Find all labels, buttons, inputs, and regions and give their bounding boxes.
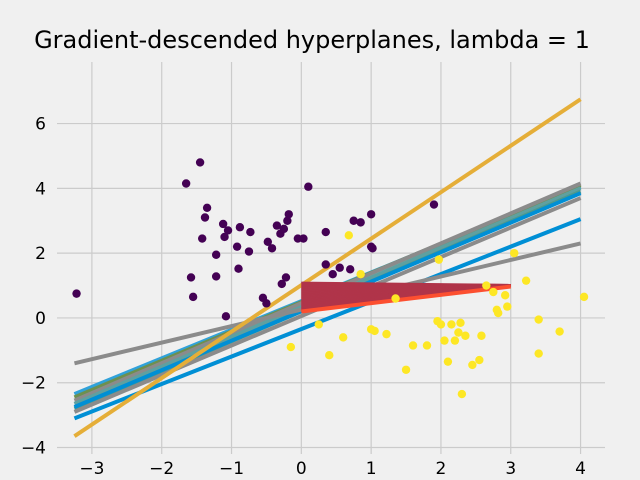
scatter-point [429,200,439,209]
scatter-point [422,341,432,350]
scatter-point [246,227,255,237]
scatter-point [401,365,411,374]
scatter-point [321,227,330,237]
scatter-point [244,247,254,256]
scatter-point [461,331,470,340]
scatter-point [555,327,564,336]
scatter-point [489,287,498,297]
scatter-point [181,179,191,188]
scatter-point [267,244,277,253]
scatter-point [299,234,308,243]
x-tick-label: 4 [575,459,586,479]
x-tick-label: 2 [436,459,447,479]
scatter-point [454,328,463,337]
scatter-point [443,357,453,366]
scatter-point [447,320,456,329]
y-axis-ticks: −4 −2 0 2 4 6 [21,115,46,459]
scatter-point [477,331,486,340]
scatter-point [345,265,355,274]
scatter-point [440,336,449,345]
scatter-point [356,218,365,227]
chart-title: Gradient-descended hyperplanes, lambda =… [34,26,590,54]
scatter-point [262,299,271,308]
scatter-point [382,329,391,339]
scatter-point [510,248,519,258]
scatter-point [223,226,233,235]
scatter-point [195,158,205,167]
scatter-point [457,389,467,399]
scatter-point [188,292,198,302]
scatter-point [283,216,292,225]
scatter-point [335,263,344,272]
scatter-point [281,273,291,282]
scatter-point [391,294,400,303]
x-tick-label: 1 [366,459,377,479]
scatter-point [277,279,286,289]
scatter-point [198,234,207,243]
hyperplane-bundle [301,281,511,314]
scatter-point [482,281,491,290]
scatter-point [339,333,348,342]
scatter-point [325,350,334,360]
scatter-point [314,320,323,329]
scatter-point [279,224,289,234]
scatter-point [263,237,273,247]
scatter-point [493,308,503,318]
x-tick-label: 3 [505,459,516,479]
scatter-point [356,269,365,279]
scatter-point [304,182,313,191]
scatter-point [349,216,358,225]
scatter-point [72,289,81,298]
scatter-point [344,231,354,240]
scatter-point [186,273,196,282]
y-tick-label: 0 [35,309,46,329]
scatter-point [468,360,477,370]
scatter-point [211,250,221,259]
scatter-point [218,219,228,229]
scatter-point [475,355,484,365]
scatter-point [368,244,377,253]
scatter-point [434,255,444,264]
scatter-point [500,291,510,300]
scatter-point [211,272,221,281]
y-tick-label: −4 [21,439,46,459]
x-tick-label: 0 [296,459,307,479]
scatter-point [456,318,465,327]
y-tick-label: 4 [35,179,46,199]
scatter-point [221,312,231,321]
x-tick-label: −2 [149,459,174,479]
scatter-point [370,326,379,336]
scatter-point [366,210,376,219]
scatter-point [234,264,243,273]
final-hyperplane-line [301,284,511,314]
x-tick-label: −1 [219,459,244,479]
scatter-point [232,242,242,251]
scatter-points [72,158,589,399]
scatter-point [235,223,245,232]
scatter-point [202,203,212,212]
scatter-point [534,349,543,358]
scatter-point [534,315,543,324]
scatter-point [286,342,296,352]
scatter-point [321,260,330,269]
x-tick-label: −3 [79,459,104,479]
scatter-point [272,221,282,230]
scatter-point [284,210,293,219]
scatter-point [450,336,460,345]
x-axis-ticks: −3 −2 −1 0 1 2 3 4 [79,459,586,479]
scatter-point [220,232,229,242]
hyperplane-line [73,217,582,421]
y-tick-label: 2 [35,244,46,264]
y-tick-label: −2 [21,374,46,394]
scatter-point [200,213,210,222]
scatter-point [328,269,337,279]
scatter-point [579,292,589,302]
scatter-point [521,276,531,285]
scatter-point [436,320,446,329]
y-tick-label: 6 [35,115,46,135]
scatter-point [408,341,418,350]
scatter-point [503,302,512,311]
